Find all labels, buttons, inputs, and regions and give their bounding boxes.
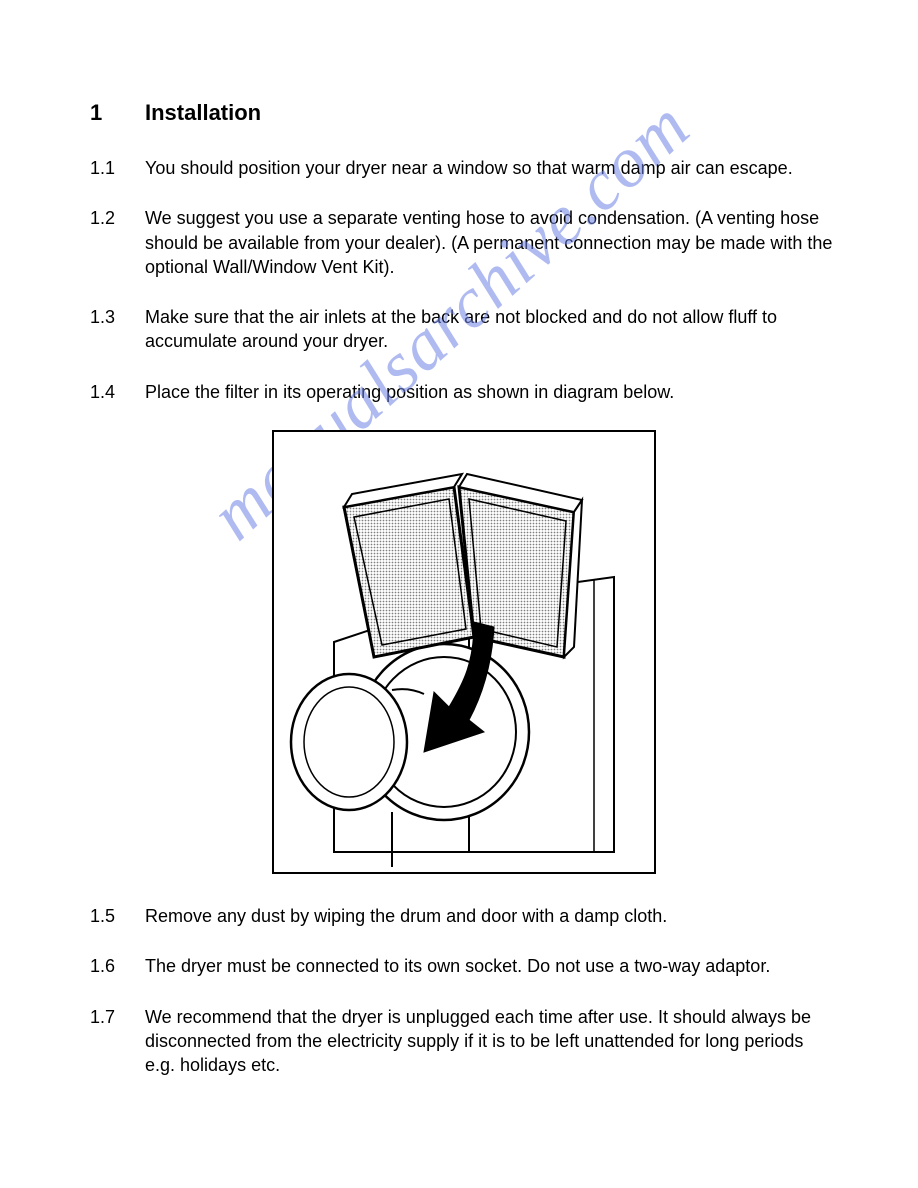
list-item: 1.2 We suggest you use a separate ventin… <box>90 206 838 279</box>
filter-diagram <box>272 430 656 874</box>
item-text: Remove any dust by wiping the drum and d… <box>145 904 838 928</box>
item-number: 1.7 <box>90 1005 145 1078</box>
list-item: 1.6 The dryer must be connected to its o… <box>90 954 838 978</box>
list-item: 1.1 You should position your dryer near … <box>90 156 838 180</box>
item-text: We suggest you use a separate venting ho… <box>145 206 838 279</box>
item-number: 1.4 <box>90 380 145 404</box>
item-number: 1.1 <box>90 156 145 180</box>
list-item: 1.3 Make sure that the air inlets at the… <box>90 305 838 354</box>
section-title: Installation <box>145 100 261 126</box>
section-header: 1 Installation <box>90 100 838 126</box>
item-number: 1.5 <box>90 904 145 928</box>
manual-page: manualsarchive.com 1 Installation 1.1 Yo… <box>0 0 918 1188</box>
item-number: 1.2 <box>90 206 145 279</box>
item-text: The dryer must be connected to its own s… <box>145 954 838 978</box>
list-item: 1.5 Remove any dust by wiping the drum a… <box>90 904 838 928</box>
item-text: We recommend that the dryer is unplugged… <box>145 1005 838 1078</box>
dryer-filter-illustration-svg <box>274 432 654 872</box>
list-item: 1.7 We recommend that the dryer is unplu… <box>90 1005 838 1078</box>
section-number: 1 <box>90 100 145 126</box>
diagram-container <box>90 430 838 874</box>
item-number: 1.3 <box>90 305 145 354</box>
item-text: Place the filter in its operating positi… <box>145 380 838 404</box>
list-item: 1.4 Place the filter in its operating po… <box>90 380 838 404</box>
item-number: 1.6 <box>90 954 145 978</box>
item-text: Make sure that the air inlets at the bac… <box>145 305 838 354</box>
item-text: You should position your dryer near a wi… <box>145 156 838 180</box>
